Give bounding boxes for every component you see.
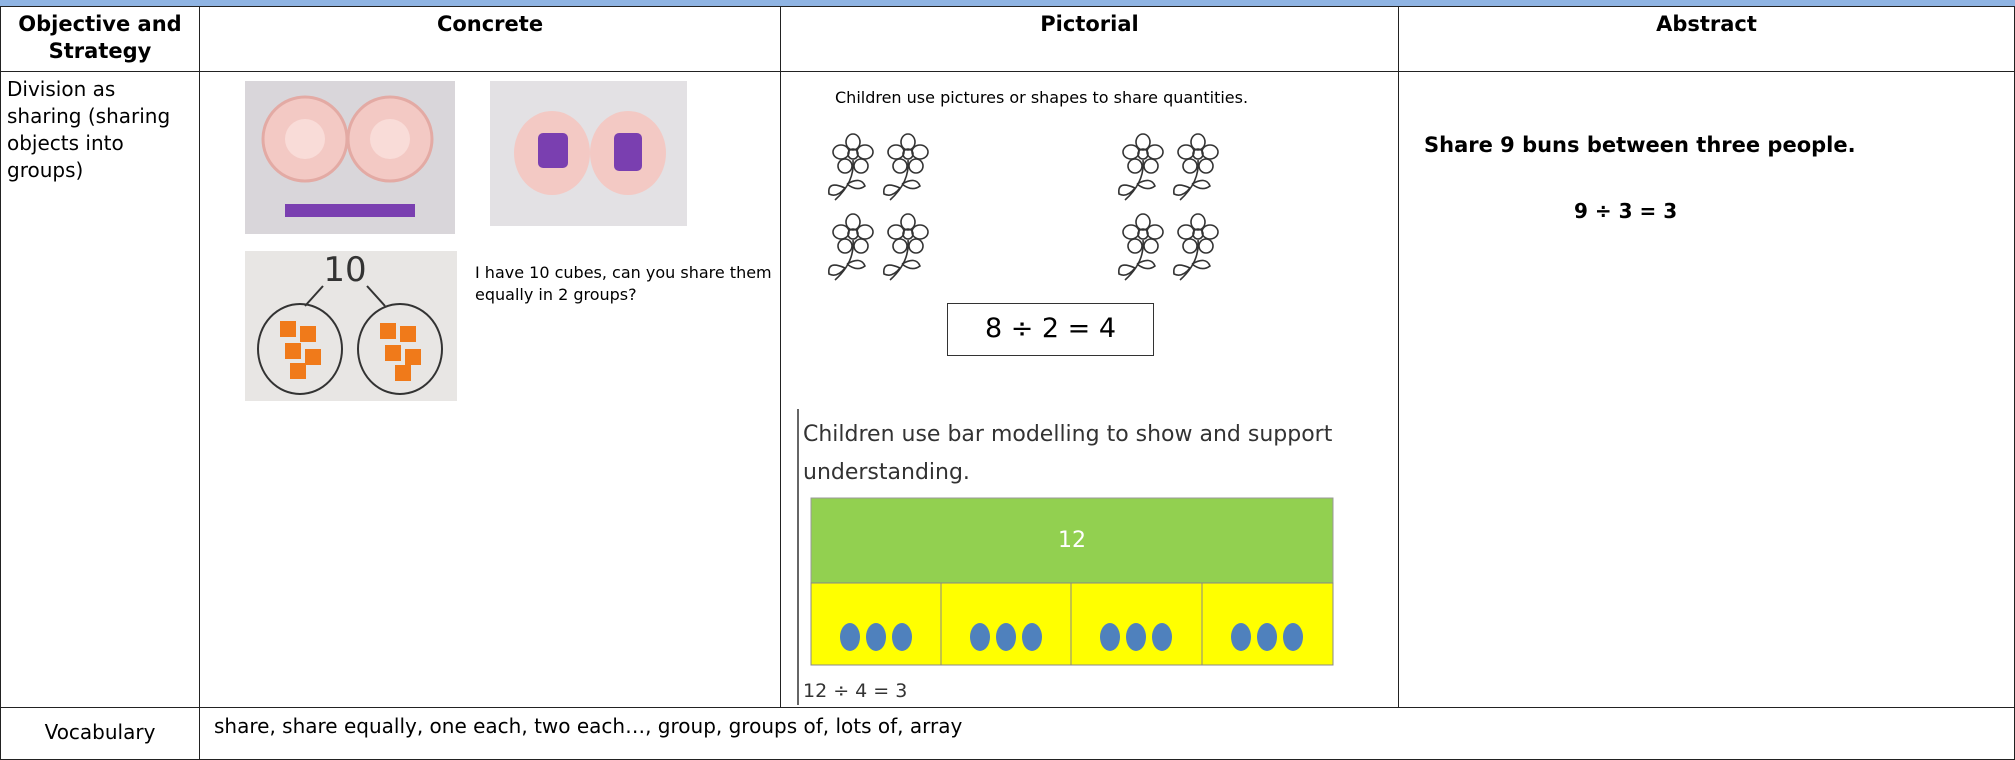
bar-caption: Children use bar modelling to show and s… xyxy=(803,422,1333,485)
header-cell: Pictorial xyxy=(780,6,1399,72)
pictorial-caption: Children use pictures or shapes to share… xyxy=(835,88,1249,107)
equation-box: 8 ÷ 2 = 4 xyxy=(947,303,1154,356)
photo-label: 10 xyxy=(323,251,366,290)
photo-shared xyxy=(490,81,687,226)
objective-cell: Division as sharing (sharing objects int… xyxy=(0,71,200,708)
header-cell: Objective and Strategy xyxy=(0,6,200,72)
header-text: Objective and Strategy xyxy=(18,12,182,63)
bar-equation: 12 ÷ 4 = 3 xyxy=(803,680,908,702)
vocab-label-cell: Vocabulary xyxy=(0,707,200,760)
equation-text: 8 ÷ 2 = 4 xyxy=(984,313,1117,344)
divider xyxy=(797,409,799,705)
header-cell: Abstract xyxy=(1398,6,2015,72)
abstract-equation: 9 ÷ 3 = 3 xyxy=(1574,199,1678,223)
header-text: Abstract xyxy=(1656,12,1757,36)
flowers xyxy=(827,133,1219,281)
bar-whole: 12 xyxy=(1058,528,1086,553)
vocab-cell: share, share equally, one each, two each… xyxy=(199,707,2015,760)
abstract-problem: Share 9 buns between three people. xyxy=(1424,133,1856,157)
header-cell: Concrete xyxy=(199,6,781,72)
photo-cubes: 10 xyxy=(245,251,457,401)
concrete-caption: I have 10 cubes, can you share them equa… xyxy=(475,263,772,304)
photo-cases xyxy=(245,81,455,234)
bar-model: 12 xyxy=(810,497,1334,666)
abstract-cell xyxy=(1398,71,2015,708)
objective-text: Division as sharing (sharing objects int… xyxy=(7,77,171,182)
top-bar xyxy=(0,0,2015,6)
header-text: Concrete xyxy=(436,12,544,36)
vocab-label: Vocabulary xyxy=(44,720,156,744)
header-text: Pictorial xyxy=(1040,12,1139,36)
vocab-text: share, share equally, one each, two each… xyxy=(214,714,963,738)
